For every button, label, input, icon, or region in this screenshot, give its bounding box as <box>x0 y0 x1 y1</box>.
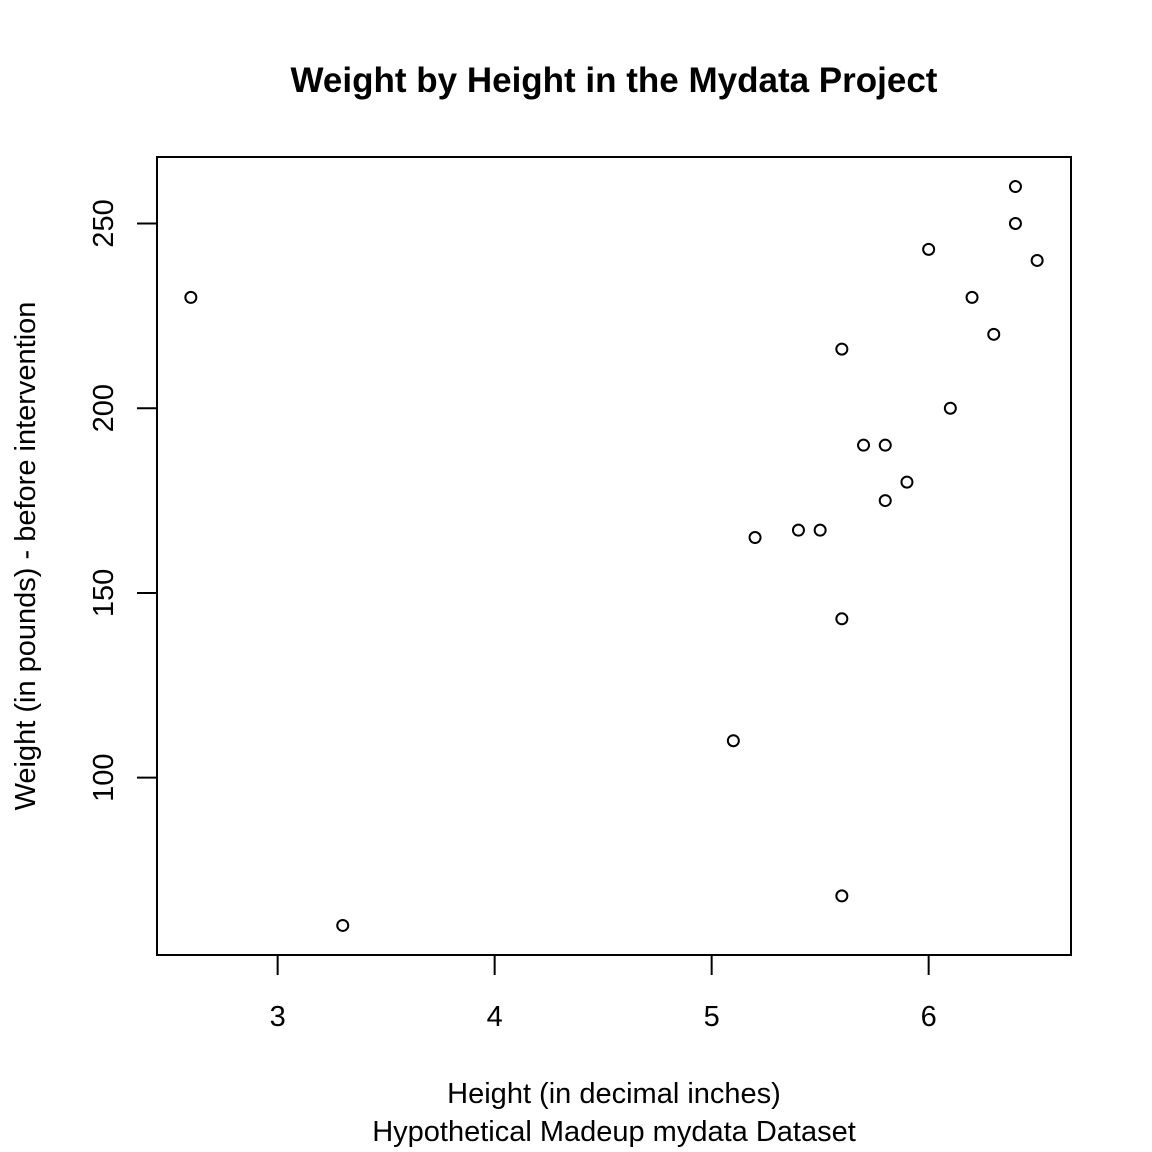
x-tick-label: 5 <box>704 1001 720 1033</box>
data-point <box>1030 253 1044 267</box>
data-point <box>835 889 849 903</box>
data-point <box>900 475 914 489</box>
data-point <box>726 734 740 748</box>
chart-title: Weight by Height in the Mydata Project <box>291 61 938 100</box>
x-tick-label: 6 <box>921 1001 937 1033</box>
plot-frame <box>156 156 1072 956</box>
data-points <box>184 180 1044 932</box>
data-point <box>878 494 892 508</box>
y-tick-label: 100 <box>88 753 120 801</box>
data-point <box>835 342 849 356</box>
data-point <box>922 242 936 256</box>
x-axis: 3 4 5 6 <box>270 955 937 1033</box>
x-axis-label: Height (in decimal inches) <box>447 1078 781 1110</box>
data-point <box>748 531 762 545</box>
data-point <box>965 290 979 304</box>
data-point <box>987 327 1001 341</box>
data-point <box>184 290 198 304</box>
y-axis-label: Weight (in pounds) - before intervention <box>10 302 42 811</box>
y-tick-label: 150 <box>88 569 120 617</box>
x-tick-label: 3 <box>270 1001 286 1033</box>
data-point <box>857 438 871 452</box>
data-point <box>336 918 350 932</box>
data-point <box>1008 180 1022 194</box>
chart-subtitle: Hypothetical Madeup mydata Dataset <box>372 1116 856 1148</box>
x-tick-label: 4 <box>487 1001 503 1033</box>
data-point <box>813 523 827 537</box>
y-tick-label: 250 <box>88 199 120 247</box>
data-point <box>835 612 849 626</box>
y-tick-label: 200 <box>88 384 120 432</box>
data-point <box>791 523 805 537</box>
data-point <box>943 401 957 415</box>
y-axis: 100 150 200 250 <box>88 199 157 802</box>
data-point <box>878 438 892 452</box>
data-point <box>1008 217 1022 230</box>
